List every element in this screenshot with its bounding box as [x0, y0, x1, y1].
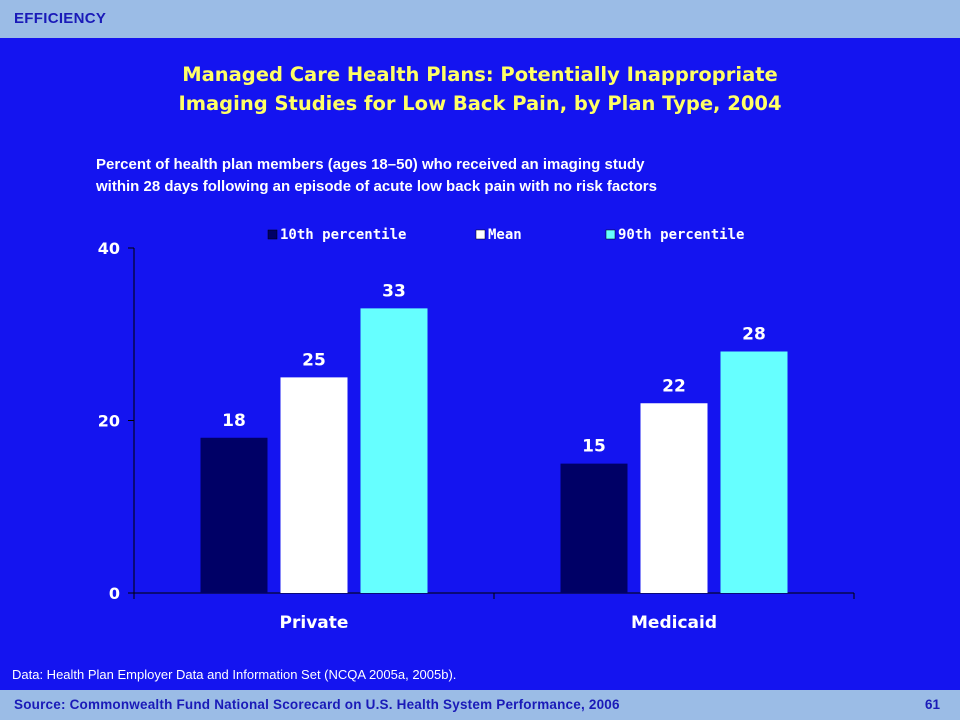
legend-swatch [267, 229, 278, 240]
bar [200, 437, 268, 593]
legend-swatch [605, 229, 616, 240]
y-tick-label: 0 [109, 584, 120, 603]
data-label: 33 [382, 281, 406, 301]
footnote: Data: Health Plan Employer Data and Info… [12, 667, 457, 682]
legend-label: Mean [488, 227, 522, 243]
chart-title-line: Imaging Studies for Low Back Pain, by Pl… [178, 92, 782, 115]
bar [720, 351, 788, 593]
page-number: 61 [924, 697, 940, 712]
data-label: 18 [222, 411, 246, 431]
chart-title: Managed Care Health Plans: Potentially I… [40, 60, 920, 118]
y-tick-label: 20 [98, 412, 120, 431]
bottom-bar: Source: Commonwealth Fund National Score… [0, 690, 960, 720]
bar [280, 377, 348, 593]
legend-label: 90th percentile [618, 227, 744, 243]
data-label: 25 [302, 350, 326, 370]
chart-title-line: Managed Care Health Plans: Potentially I… [182, 63, 778, 86]
category-label: Private [280, 613, 349, 633]
legend-swatch [475, 229, 486, 240]
legend-label: 10th percentile [280, 227, 406, 243]
y-tick-label: 40 [98, 239, 120, 258]
source-text: Source: Commonwealth Fund National Score… [14, 697, 620, 712]
bar [640, 403, 708, 593]
data-label: 28 [742, 325, 766, 345]
bar [560, 463, 628, 593]
top-bar: EFFICIENCY [0, 0, 960, 38]
data-label: 15 [582, 437, 606, 457]
chart-subtitle: Percent of health plan members (ages 18–… [96, 154, 836, 198]
category-label: Medicaid [631, 613, 717, 633]
chart-subtitle-line: within 28 days following an episode of a… [96, 178, 657, 195]
section-label: EFFICIENCY [14, 10, 107, 27]
data-label: 22 [662, 376, 686, 396]
bar [360, 308, 428, 593]
chart-subtitle-line: Percent of health plan members (ages 18–… [96, 156, 645, 173]
